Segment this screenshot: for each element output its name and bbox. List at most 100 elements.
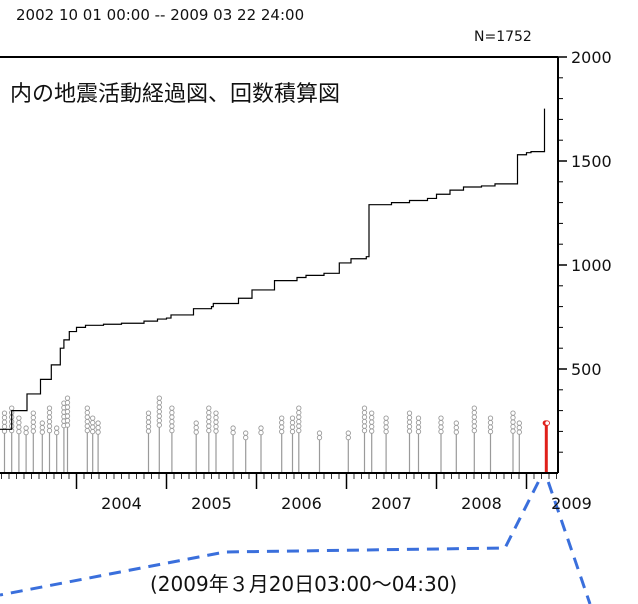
- event-marker: [316, 430, 323, 436]
- event-marker: [415, 419, 422, 426]
- event-marker: [243, 430, 249, 436]
- event-marker: [438, 419, 444, 426]
- event-marker: [206, 427, 212, 434]
- event-marker: [361, 409, 368, 416]
- event-marker: [406, 419, 413, 425]
- event-marker: [145, 410, 152, 416]
- event-marker: [156, 404, 162, 410]
- x-tick-label: 2005: [191, 494, 232, 513]
- event-marker: [361, 418, 368, 425]
- event-marker: [169, 418, 175, 425]
- event-marker: [23, 425, 29, 431]
- event-marker: [289, 428, 296, 435]
- event-marker: [64, 395, 71, 401]
- event-marker: [471, 418, 477, 425]
- event-marker: [206, 418, 212, 425]
- event-marker: [345, 430, 351, 436]
- event-marker: [296, 414, 302, 420]
- event-marker: [95, 429, 101, 435]
- event-marker: [16, 419, 22, 426]
- event-marker: [156, 417, 162, 424]
- event-marker: [487, 419, 494, 426]
- event-marker: [61, 400, 67, 406]
- event-marker: [46, 405, 53, 411]
- x-tick-label: 2007: [371, 494, 412, 513]
- event-marker: [61, 404, 67, 411]
- event-marker: [9, 427, 15, 434]
- event-marker: [61, 413, 67, 420]
- event-marker: [471, 423, 477, 429]
- event-marker: [206, 423, 212, 429]
- event-marker: [1, 419, 8, 425]
- event-marker: [369, 419, 375, 425]
- event-marker: [510, 428, 516, 434]
- event-marker: [156, 399, 162, 406]
- event-marker: [84, 414, 90, 420]
- event-marker: [46, 414, 53, 420]
- event-marker: [169, 414, 175, 420]
- event-marker: [145, 423, 152, 430]
- event-marker: [213, 423, 219, 430]
- event-marker: [406, 423, 413, 430]
- event-marker: [16, 428, 22, 435]
- x-tick-label: 2004: [101, 494, 142, 513]
- event-count-label: N=1752: [474, 29, 532, 45]
- event-marker: [16, 424, 22, 430]
- event-marker: [193, 429, 199, 435]
- highlight-event-marker: [542, 420, 549, 426]
- event-marker: [9, 409, 15, 416]
- event-marker: [471, 405, 477, 411]
- event-marker: [230, 429, 236, 436]
- event-marker: [361, 405, 368, 411]
- event-marker: [487, 424, 494, 430]
- event-marker: [369, 414, 375, 421]
- event-marker: [64, 417, 71, 424]
- event-marker: [296, 405, 302, 411]
- event-marker: [361, 427, 368, 434]
- event-marker: [30, 414, 36, 421]
- event-marker: [296, 418, 302, 425]
- event-marker: [90, 419, 96, 426]
- event-marker: [64, 413, 71, 419]
- event-marker: [1, 428, 8, 434]
- time-period-label: 2002 10 01 00:00 -- 2009 03 22 24:00: [16, 6, 305, 24]
- y-tick-label: 2000: [571, 48, 612, 67]
- event-marker: [9, 418, 15, 425]
- event-marker: [406, 428, 413, 434]
- event-marker: [243, 434, 249, 441]
- time-window-annotation: (2009年３月20日03:00～04:30): [150, 572, 458, 596]
- event-marker: [296, 409, 302, 416]
- event-marker: [279, 419, 285, 426]
- event-marker: [84, 418, 90, 425]
- event-marker: [289, 415, 296, 421]
- event-marker: [206, 405, 212, 411]
- event-marker: [84, 405, 90, 411]
- event-marker: [39, 429, 45, 435]
- event-marker: [156, 413, 162, 419]
- event-marker: [289, 424, 296, 430]
- event-marker: [30, 419, 36, 425]
- event-marker: [90, 424, 96, 430]
- highlight-event-marker: [543, 420, 549, 426]
- x-tick-label: 2009: [551, 494, 592, 513]
- y-tick-label: 1000: [571, 256, 612, 275]
- event-marker: [369, 410, 375, 416]
- event-marker: [369, 428, 375, 434]
- event-marker: [169, 427, 175, 434]
- event-marker: [383, 428, 389, 435]
- event-marker: [9, 405, 15, 411]
- event-marker: [46, 427, 53, 434]
- event-marker: [169, 409, 175, 416]
- event-marker: [369, 423, 375, 430]
- event-marker: [415, 415, 422, 421]
- event-marker: [84, 423, 90, 429]
- event-marker: [438, 424, 444, 430]
- event-marker: [1, 414, 8, 421]
- event-marker: [193, 420, 199, 426]
- event-marker: [9, 414, 15, 420]
- event-marker: [471, 414, 477, 420]
- event-marker: [279, 424, 285, 430]
- callout-right-line: [546, 481, 592, 604]
- event-marker: [54, 425, 60, 431]
- event-marker: [471, 427, 477, 434]
